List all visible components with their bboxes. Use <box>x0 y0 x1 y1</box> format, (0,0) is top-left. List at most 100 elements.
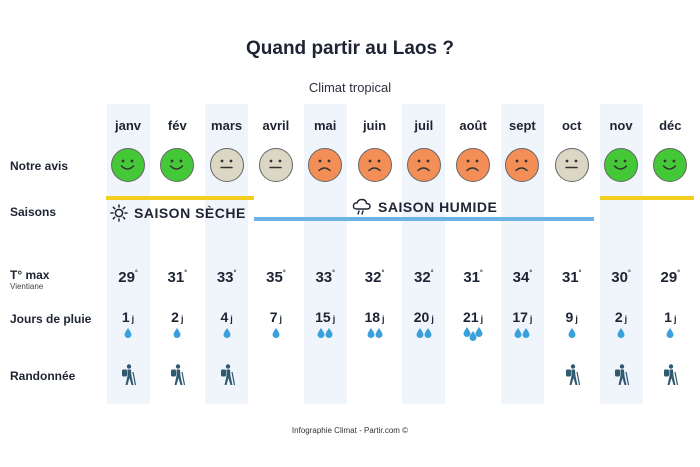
rain-days-number: 2 <box>614 309 623 325</box>
temp-number: 31 <box>167 269 185 286</box>
temp-number: 34 <box>512 269 530 286</box>
rain-days-value: 17 j <box>497 309 547 325</box>
degree-symbol: ° <box>381 270 385 277</box>
hiker-icon <box>220 364 235 386</box>
rain-days-number: 9 <box>565 309 574 325</box>
month-header: janv <box>114 118 141 133</box>
temp-number: 29 <box>118 269 135 286</box>
rain-days-number: 2 <box>171 309 179 325</box>
temp-max-value: 30° <box>596 269 646 286</box>
rain-drop-icon <box>173 328 181 338</box>
rain-days-number: 15 <box>315 309 331 325</box>
rain-days-value: 18 j <box>350 309 400 325</box>
rain-drop-icon <box>617 328 625 338</box>
degree-symbol: ° <box>430 270 434 277</box>
month-header: oct <box>561 118 582 133</box>
rain-drop-icon <box>514 328 530 338</box>
rain-days-number: 1 <box>121 309 130 325</box>
label-saisons: Saisons <box>10 205 57 219</box>
temp-number: 30 <box>611 269 628 286</box>
rating-face-good <box>111 148 145 182</box>
month-header: mai <box>313 118 337 133</box>
rain-drops <box>103 326 153 344</box>
hiking-indicator <box>596 364 646 391</box>
rain-drops <box>152 326 202 344</box>
rain-drop-icon <box>568 328 576 338</box>
season-wet-label: SAISON HUMIDE <box>352 198 497 216</box>
sun-icon <box>110 204 128 222</box>
degree-symbol: ° <box>480 270 483 277</box>
dry-season-bar-end <box>600 196 694 200</box>
rain-days-unit: j <box>131 314 135 324</box>
temp-max-value: 29° <box>103 269 153 286</box>
degree-symbol: ° <box>627 270 631 277</box>
rain-drop-icon <box>416 328 432 338</box>
rain-drops <box>596 326 646 344</box>
rain-days-unit: j <box>279 314 283 324</box>
temp-max-value: 31° <box>152 269 202 286</box>
degree-symbol: ° <box>677 270 681 277</box>
month-header: juin <box>362 118 387 133</box>
rain-days-unit: j <box>180 314 184 324</box>
temp-max-value: 31° <box>547 269 597 286</box>
hiker-icon <box>122 364 137 386</box>
month-header: avril <box>262 118 290 133</box>
temp-number: 32 <box>364 269 382 286</box>
degree-symbol: ° <box>184 270 188 277</box>
temp-number: 31 <box>463 269 481 286</box>
season-dry-text: SAISON SÈCHE <box>134 205 246 221</box>
rain-drop-icon <box>124 328 132 338</box>
hiking-indicator <box>202 364 252 391</box>
rain-drops <box>497 326 547 344</box>
degree-symbol: ° <box>578 270 582 277</box>
rain-cloud-icon <box>352 198 371 215</box>
rating-face-bad <box>406 148 441 182</box>
hiking-indicator <box>645 364 695 391</box>
hiker-icon <box>565 364 580 386</box>
label-randonnee: Randonnée <box>10 369 76 383</box>
month-header: mars <box>211 118 243 133</box>
month-header: fév <box>167 118 187 133</box>
temp-max-value: 33° <box>300 269 350 286</box>
rating-face-good <box>653 148 688 182</box>
temp-number: 29 <box>660 269 678 286</box>
hiking-indicator <box>103 364 153 391</box>
month-header: sept <box>509 118 536 133</box>
rain-days-number: 1 <box>664 309 672 325</box>
rain-days-value: 21 j <box>448 309 498 325</box>
temp-number: 35 <box>266 269 283 286</box>
degree-symbol: ° <box>332 270 335 277</box>
rating-face-good <box>160 148 195 182</box>
temp-max-value: 35° <box>251 269 301 286</box>
label-jours-pluie: Jours de pluie <box>10 312 92 326</box>
rain-days-number: 20 <box>413 309 430 325</box>
temp-number: 33 <box>216 269 234 286</box>
rain-days-number: 21 <box>463 309 479 325</box>
temp-number: 31 <box>561 269 579 286</box>
rain-drops <box>399 326 449 344</box>
page-subtitle: Climat tropical <box>308 80 392 95</box>
temp-max-value: 32° <box>399 269 449 286</box>
month-header: nov <box>609 118 633 133</box>
hiking-indicator <box>152 364 202 391</box>
rain-days-unit: j <box>382 314 385 324</box>
month-header: juil <box>414 118 434 133</box>
rain-drop-icon <box>666 328 674 338</box>
season-wet-text: SAISON HUMIDE <box>378 199 498 215</box>
rain-days-unit: j <box>624 314 628 324</box>
temp-number: 32 <box>414 269 431 286</box>
rain-days-value: 15 j <box>300 309 350 325</box>
rain-days-number: 7 <box>269 309 278 325</box>
rating-face-good <box>604 148 638 182</box>
temp-max-value: 29° <box>645 269 695 286</box>
rain-drop-icon <box>317 328 333 338</box>
rain-drops <box>448 326 498 347</box>
rating-face-bad <box>505 148 540 182</box>
month-header: déc <box>659 118 682 133</box>
rain-days-value: 20 j <box>399 309 449 325</box>
